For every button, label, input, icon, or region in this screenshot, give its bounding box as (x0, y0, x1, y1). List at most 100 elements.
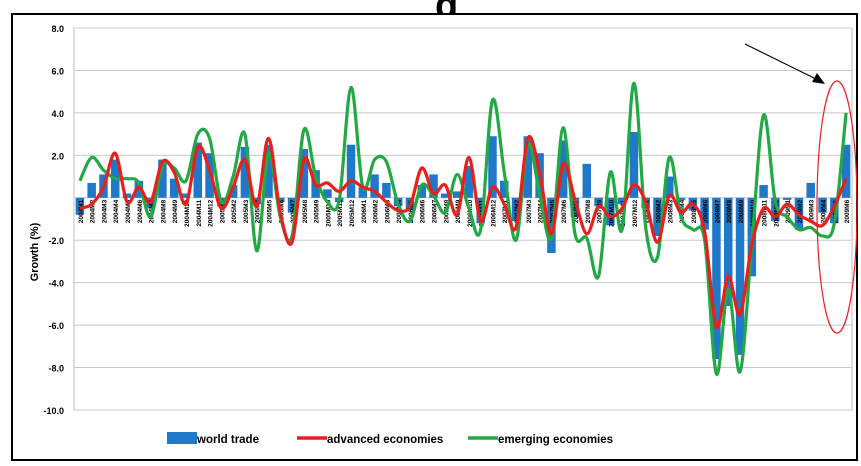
x-tick-label: 2006M12 (490, 199, 497, 226)
x-tick-label: 2006M6 (420, 199, 427, 223)
y-axis-ticks: 8.0 6.0 4.0 2.0 -2.0 -4.0 -6.0 -8.0 -10.0 (43, 24, 64, 416)
x-tick-label: 2008M12 (773, 199, 780, 226)
world-trade-bar (276, 197, 285, 203)
x-tick-label: 2006M7 (432, 199, 439, 223)
x-tick-label: 2007M12 (632, 199, 639, 226)
y-tick-label: 2.0 (51, 151, 64, 161)
x-tick-label: 2007M3 (526, 199, 533, 223)
world-trade-bar (488, 136, 497, 198)
world-trade-bar (676, 197, 686, 200)
advanced-economies-line (79, 134, 848, 330)
legend-label: advanced economies (327, 434, 443, 446)
x-tick-label: 2008M2 (656, 199, 663, 223)
legend: world trade advanced economies emerging ec… (167, 432, 613, 446)
world-trade-bar (134, 180, 144, 198)
legend-item: emerging economies (468, 434, 613, 446)
x-tick-label: 2004M9 (172, 199, 179, 223)
y-tick-label: -10.0 (43, 406, 64, 416)
x-tick-label: 2008M8 (726, 199, 733, 223)
y-tick-label: -2.0 (48, 236, 64, 246)
x-tick-label: 2009M4 (821, 199, 828, 223)
world-trade-bar (452, 191, 462, 198)
x-tick-label: 2008M7 (714, 199, 721, 223)
annotation-arrow-head (812, 73, 825, 84)
world-trade-bar (665, 176, 674, 198)
world-trade-bar (476, 197, 485, 224)
world-trade-bar (830, 197, 839, 224)
x-tick-label: 2004M11 (196, 199, 203, 226)
x-tick-label: 2005M6 (278, 199, 285, 223)
series-lines (78, 81, 848, 376)
world-trade-bar (181, 193, 191, 198)
world-trade-bar (417, 185, 426, 198)
world-trade-bar (818, 197, 827, 213)
x-tick-label: 2008M9 (738, 199, 745, 223)
x-tick-label: 2005M11 (337, 199, 344, 226)
world-trade-bar (594, 197, 603, 207)
world-trade-bar (712, 197, 721, 360)
y-tick-label: 8.0 (51, 24, 64, 34)
world-trade-bar (228, 185, 238, 198)
x-tick-label: 2006M5 (408, 199, 415, 223)
x-tick-label: 2009M2 (797, 199, 804, 223)
y-tick-label: -6.0 (48, 321, 64, 331)
world-trade-bar (264, 144, 273, 198)
x-tick-label: 2008M5 (691, 199, 698, 223)
y-tick-label: 6.0 (51, 66, 64, 76)
world-trade-bar (700, 197, 709, 230)
world-trade-bar (205, 153, 214, 198)
x-tick-label: 2004M4 (113, 199, 120, 223)
x-tick-label: 2008M3 (667, 199, 674, 223)
world-trade-bar (299, 148, 309, 198)
world-trade-bar (806, 182, 815, 198)
emerging-economies-line (78, 81, 848, 376)
legend-item: advanced economies (297, 434, 443, 446)
world-trade-bar (370, 174, 379, 198)
world-trade-bar (323, 189, 332, 198)
x-tick-label: 2007M7 (573, 199, 580, 223)
legend-label: world trade (196, 434, 259, 446)
world-trade-bar (771, 197, 780, 222)
x-tick-label: 2005M8 (302, 199, 309, 223)
world-trade-bar (169, 178, 179, 198)
x-tick-label: 2006M2 (373, 199, 380, 223)
x-tick-label: 2008M11 (762, 199, 769, 226)
x-tick-label: 2004M3 (101, 199, 108, 223)
y-tick-label: -4.0 (48, 279, 64, 289)
x-tick-label: 2005M9 (314, 199, 321, 223)
world-trade-bar (629, 131, 639, 198)
x-tick-label: 2007M4 (538, 199, 545, 223)
world-trade-bar (193, 142, 203, 198)
x-tick-label: 2005M1 (219, 199, 226, 223)
x-tick-label: 2005M7 (290, 199, 297, 223)
world-trade-bar (441, 193, 450, 198)
x-tick-label: 2007M10 (608, 199, 615, 226)
legend-swatch-bar (167, 432, 197, 444)
world-trade-bar (723, 197, 733, 307)
x-tick-label: 2007M6 (561, 199, 568, 223)
legend-item: world trade (167, 432, 259, 446)
x-tick-label: 2004M10 (184, 199, 191, 226)
x-tick-label: 2006M3 (384, 199, 391, 223)
x-tick-label: 2009M3 (809, 199, 816, 223)
y-axis-label: Growth (%) (29, 222, 41, 281)
world-trade-bar (252, 197, 261, 205)
x-tick-label: 2004M5 (125, 199, 132, 223)
world-trade-bar (464, 165, 474, 198)
world-trade-bar (570, 197, 580, 217)
x-tick-label: 2004M6 (137, 199, 144, 223)
x-tick-label: 2009M1 (785, 199, 792, 223)
world-trade-bar (547, 197, 556, 253)
legend-label: emerging economies (498, 434, 613, 446)
x-tick-label: 2006M1 (361, 199, 368, 223)
world-trade-bar (617, 197, 627, 205)
world-trade-bar (759, 185, 768, 198)
world-trade-bar (346, 144, 356, 198)
world-trade-bar (523, 136, 533, 198)
x-tick-label: 2005M10 (325, 199, 332, 226)
world-trade-bar (382, 182, 391, 198)
x-tick-label: 2009M6 (844, 199, 851, 223)
x-tick-label: 2005M5 (267, 199, 274, 223)
world-trade-bar (287, 197, 297, 213)
